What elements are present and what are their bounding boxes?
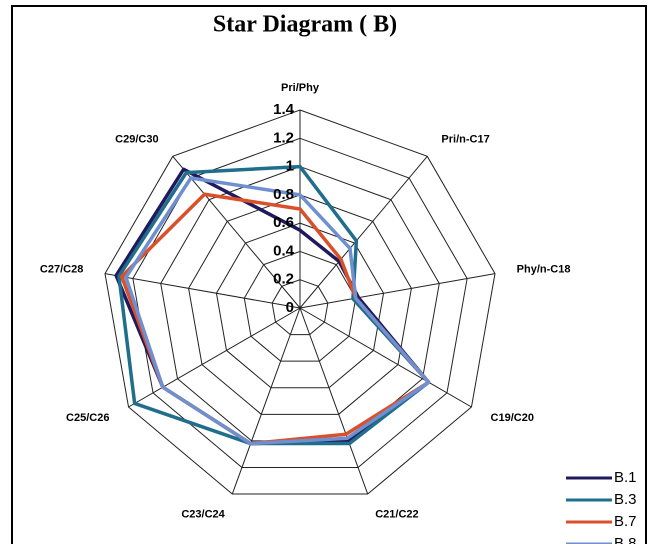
axis-label: C27/C28 (40, 264, 83, 276)
grid-ring (271, 279, 329, 336)
axis-label: Phy/n-C18 (517, 264, 571, 276)
axis-label: C25/C26 (66, 412, 109, 424)
tick-label: 0.6 (273, 214, 294, 231)
tick-label: 0.4 (273, 242, 295, 259)
grid-ring (132, 137, 468, 468)
tick-label: 1 (286, 158, 294, 175)
series-line (124, 176, 431, 446)
tick-label: 0.2 (273, 271, 294, 288)
spoke (104, 273, 301, 309)
legend-label: B.8 (614, 535, 637, 544)
series-line (117, 164, 431, 446)
spoke (299, 307, 369, 495)
legend-label: B.3 (614, 491, 637, 508)
frame (11, 5, 647, 544)
grid-ring (243, 250, 357, 362)
spoke (231, 307, 301, 495)
axis-label: Pri/n-C17 (441, 133, 489, 145)
tick-label: 0.8 (273, 186, 294, 203)
axis-label: Pri/Phy (281, 82, 320, 94)
tick-label: 1.2 (273, 129, 294, 146)
legend-label: B.1 (614, 469, 637, 486)
grid-ring (188, 194, 412, 415)
axis-label: C29/C30 (115, 133, 158, 145)
grid-ring (215, 222, 385, 389)
tick-label: 1.4 (273, 101, 295, 118)
spoke (172, 156, 301, 309)
legend-label: B.7 (614, 513, 637, 530)
axis-label: C21/C22 (375, 509, 418, 521)
axis-label: C23/C24 (181, 509, 225, 521)
spoke (128, 307, 301, 408)
grid-ring (104, 109, 496, 495)
tick-label: 0 (286, 299, 294, 316)
spoke (299, 156, 428, 309)
spoke (299, 273, 496, 309)
spoke (299, 307, 472, 408)
chart-title: Star Diagram ( B) (213, 12, 397, 38)
axis-label: C19/C20 (491, 412, 534, 424)
series-line (119, 192, 431, 446)
